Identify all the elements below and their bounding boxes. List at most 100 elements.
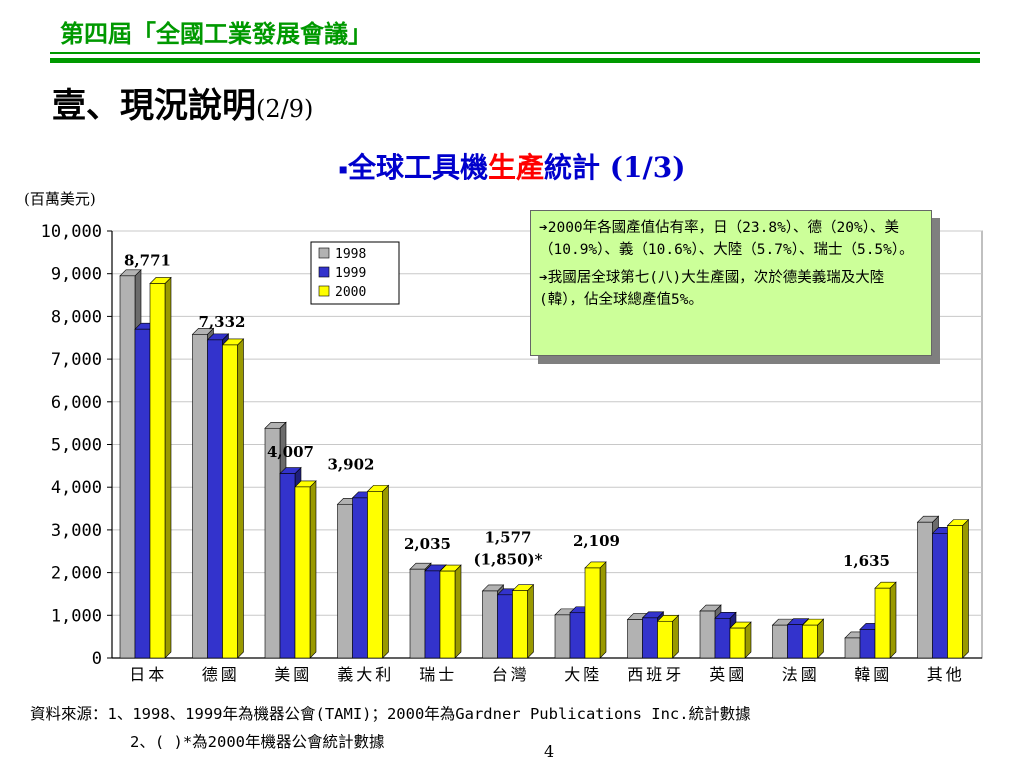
x-tick-label: 德國 [202, 665, 240, 684]
y-tick-label: 6,000 [51, 393, 102, 413]
y-tick-label: 4,000 [51, 478, 102, 498]
y-tick-label: 8,000 [51, 307, 102, 327]
x-tick-label: 日本 [129, 665, 167, 684]
legend-swatch-1999 [318, 266, 330, 278]
bar-1998 [554, 614, 571, 659]
legend-label: 1998 [335, 247, 366, 262]
x-tick-label: 韓國 [854, 665, 892, 684]
bar-1998 [627, 619, 643, 659]
source-note-line1: 資料來源：1、1998、1999年為機器公會(TAMI)；2000年為Gardn… [30, 705, 751, 723]
bar-1999 [279, 473, 296, 659]
x-tick-label: 西班牙 [627, 665, 684, 684]
subtitle-part-c: 統計 (1/3) [544, 151, 686, 184]
y-tick-label: 10,000 [41, 222, 102, 242]
x-tick-label: 法國 [782, 665, 820, 684]
x-tick-label: 台灣 [492, 665, 530, 684]
bar-1998 [264, 427, 281, 659]
bar-2000 [802, 624, 818, 659]
data-label: 3,902 [328, 455, 375, 473]
bar-2000 [367, 491, 383, 659]
data-label: 8,771 [124, 251, 171, 269]
bar-1999 [642, 617, 658, 659]
bar-side-2000 [599, 561, 607, 659]
x-tick-label: 其他 [927, 665, 965, 684]
callout-text-1: 2000年各國產值佔有率，日（23.8%）、德（20%）、美（10.9%）、義（… [539, 220, 914, 258]
data-label: 7,332 [199, 313, 246, 331]
bar-1998 [192, 334, 208, 659]
x-tick-label: 英國 [709, 665, 747, 684]
square-bullet-icon: ▪ [338, 161, 349, 178]
bar-1998 [337, 503, 353, 659]
callout-bullet-1: ➔2000年各國產值佔有率，日（23.8%）、德（20%）、美（10.9%）、義… [539, 217, 923, 261]
y-tick-label: 3,000 [51, 521, 102, 541]
bar-side-2000 [309, 480, 317, 659]
bar-1999 [932, 533, 948, 659]
bar-side-2000 [817, 618, 824, 659]
bar-1998 [917, 521, 933, 659]
bar-1999 [714, 617, 731, 659]
legend-swatch-1998 [318, 247, 330, 259]
source-note-line2: 2、( )*為2000年機器公會統計數據 [130, 733, 385, 751]
bar-side-2000 [527, 583, 534, 659]
header-rule-thick [50, 58, 980, 63]
bar-1999 [497, 594, 513, 659]
page-title: 壹、現況說明(2/9) [52, 78, 313, 127]
x-tick-label: 義大利 [337, 665, 394, 684]
callout-box: ➔2000年各國產值佔有率，日（23.8%）、德（20%）、美（10.9%）、義… [530, 210, 940, 364]
bar-2000 [149, 283, 166, 659]
header-title: 第四屆「全國工業發展會議」 [60, 19, 372, 48]
bar-side-2000 [889, 581, 897, 659]
bar-side-2000 [672, 614, 679, 659]
bar-1999 [424, 570, 441, 659]
y-tick-label: 7,000 [51, 350, 102, 370]
x-tick-label: 大陸 [564, 665, 602, 684]
bar-1998 [482, 590, 498, 659]
page-title-suffix: (2/9) [256, 95, 314, 123]
legend-label: 2000 [335, 285, 366, 300]
data-label: 1,635 [843, 552, 890, 570]
bar-2000 [584, 567, 601, 659]
bar-2000 [947, 525, 963, 659]
bar-side-2000 [237, 338, 244, 659]
page-number: 4 [544, 742, 555, 761]
data-label: 1,577 [485, 529, 532, 547]
bar-1998 [772, 624, 788, 659]
bar-1999 [207, 339, 223, 659]
subtitle-part-a: 全球工具機 [348, 151, 489, 184]
bar-1999 [787, 624, 803, 659]
header-rule-thin [50, 52, 980, 54]
arrow-icon: ➔ [539, 220, 548, 236]
chart-subtitle: ▪全球工具機生產統計 (1/3) [0, 146, 1024, 186]
bar-1999 [352, 497, 368, 659]
callout-content: ➔2000年各國產值佔有率，日（23.8%）、德（20%）、美（10.9%）、義… [530, 210, 932, 356]
bar-1998 [409, 568, 426, 659]
bar-2000 [294, 486, 311, 659]
bar-side-2000 [962, 518, 969, 659]
bar-side-2000 [454, 564, 462, 659]
y-tick-label: 2,000 [51, 564, 102, 584]
data-label: 2,035 [404, 535, 451, 553]
legend-label: 1999 [335, 266, 366, 281]
bar-2000 [874, 587, 891, 659]
bar-1999 [569, 612, 586, 659]
bar-2000 [439, 570, 456, 659]
bar-2000 [729, 627, 746, 659]
bar-side-2000 [382, 484, 389, 659]
bar-2000 [512, 590, 528, 659]
bar-1999 [859, 629, 876, 659]
data-label: 4,007 [267, 443, 314, 461]
y-tick-label: 9,000 [51, 265, 102, 285]
data-label: (1,850)* [473, 551, 542, 569]
bar-2000 [657, 620, 673, 659]
page-title-text: 壹、現況說明 [52, 86, 256, 126]
bar-1999 [134, 328, 151, 659]
unit-label: (百萬美元) [24, 190, 96, 208]
y-tick-label: 0 [92, 649, 102, 669]
y-tick-label: 1,000 [51, 606, 102, 626]
bar-1998 [844, 637, 861, 659]
bar-1998 [699, 610, 716, 659]
callout-bullet-2: ➔我國居全球第七(八)大生產國，次於德美義瑞及大陸(韓），佔全球總產值5%。 [539, 267, 923, 311]
arrow-icon: ➔ [539, 270, 548, 286]
data-label: 2,109 [573, 532, 620, 550]
legend-swatch-2000 [318, 285, 330, 297]
